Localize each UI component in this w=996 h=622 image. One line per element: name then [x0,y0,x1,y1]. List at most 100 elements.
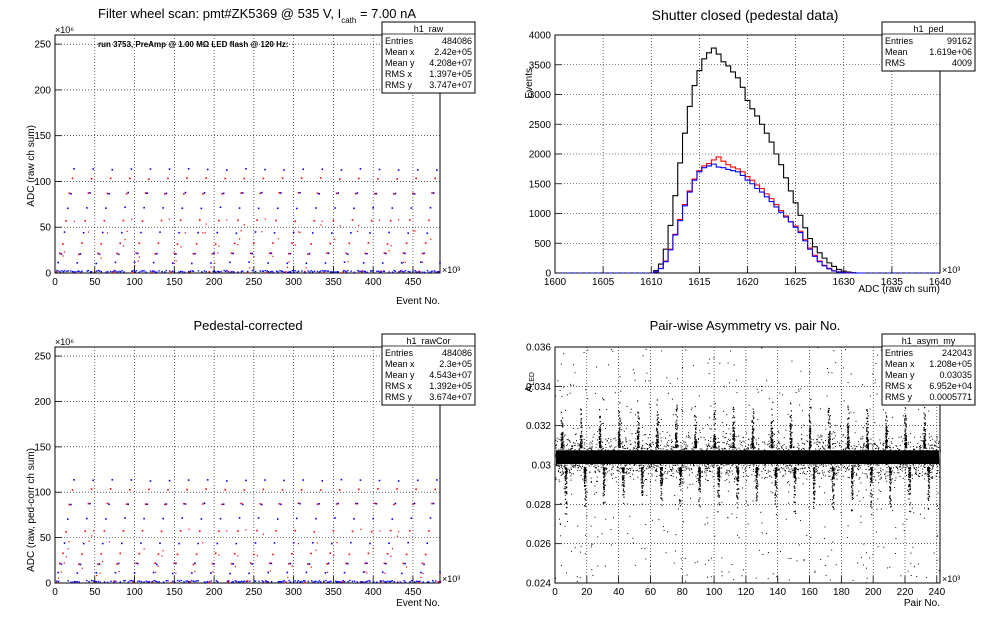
spike-point [659,480,662,482]
data-point [852,453,854,455]
outlier-point [782,394,784,396]
data-point [388,231,390,234]
data-point [194,252,196,255]
data-point [580,462,582,464]
data-point [254,270,257,273]
outlier-point [570,457,572,459]
data-point [845,471,847,473]
data-point [86,517,88,520]
data-point [937,461,939,463]
data-point [391,271,394,273]
data-point [876,445,878,447]
data-point [787,467,789,469]
data-point [904,454,906,456]
data-point [175,260,177,262]
data-point [655,465,657,467]
data-point [821,439,823,441]
data-point [606,440,608,442]
data-point [132,581,134,583]
spike-point [583,481,586,484]
outlier-point [708,372,710,374]
data-point [181,517,184,519]
data-point [76,572,79,574]
data-point [670,475,672,477]
data-point [249,267,251,269]
data-point [676,477,678,479]
data-point [567,470,569,472]
data-point [294,270,296,272]
spike-point [621,479,624,481]
data-point [356,230,359,233]
spike-point [618,424,620,426]
x-tick-label: 50 [89,277,101,288]
data-point [620,468,622,470]
data-point [821,461,823,463]
data-point [660,463,662,465]
data-point [622,441,624,443]
spike-point [581,425,583,427]
data-point [588,454,590,456]
spike-point [603,467,605,470]
outlier-point [846,467,848,469]
data-point [727,458,729,460]
data-point [882,457,884,459]
data-point [862,438,864,440]
data-point [797,450,799,452]
data-point [288,271,290,273]
data-point [605,451,607,453]
data-point [594,462,596,464]
data-point [825,445,827,447]
data-point [665,467,667,469]
spike-point [585,470,587,472]
data-point [742,475,744,477]
data-point [707,480,709,482]
data-point [668,456,670,458]
data-point [668,461,670,463]
data-point [272,255,274,257]
data-point [666,443,668,445]
data-point [248,572,250,575]
data-point [819,464,821,466]
data-point [925,472,927,474]
outlier-point [938,569,940,571]
data-point [836,461,838,463]
data-point [687,436,689,438]
data-point [382,270,385,272]
outlier-point [912,546,914,548]
spike-point [579,408,582,410]
data-point [658,452,660,454]
data-point [676,458,678,460]
data-point [912,451,914,453]
data-point [786,455,788,457]
outlier-point [585,503,587,505]
data-point [892,447,894,449]
data-point [404,562,406,565]
data-point [729,471,731,473]
data-point [834,473,836,475]
data-point [726,470,728,472]
spike-point [660,474,662,476]
spike-point [619,402,621,404]
data-point [819,462,821,464]
data-point [935,450,937,452]
data-point [633,464,635,466]
outlier-point [704,523,706,525]
data-point [73,220,76,223]
outlier-point [843,400,845,402]
data-point [626,473,628,475]
data-point [732,453,734,455]
spike-point [602,468,604,470]
data-point [245,580,247,583]
outlier-point [602,397,604,399]
data-point [84,220,87,222]
outlier-point [710,576,712,578]
data-point [939,457,941,459]
data-point [279,270,281,272]
data-point [626,470,628,472]
data-point [565,461,567,463]
data-point [113,271,115,273]
data-point [79,253,82,255]
data-point [598,450,600,452]
data-point [235,542,238,545]
outlier-point [906,519,908,521]
